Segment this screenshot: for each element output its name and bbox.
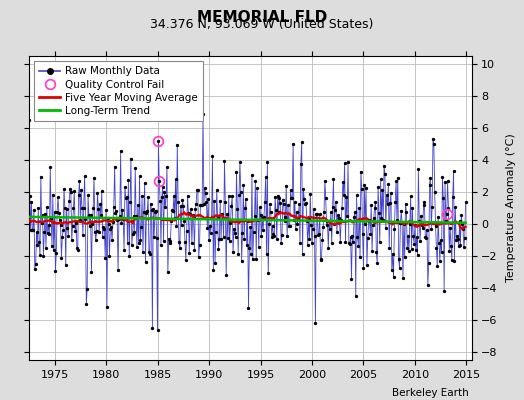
Text: 34.376 N, 93.069 W (United States): 34.376 N, 93.069 W (United States)	[150, 18, 374, 31]
Legend: Raw Monthly Data, Quality Control Fail, Five Year Moving Average, Long-Term Tren: Raw Monthly Data, Quality Control Fail, …	[34, 61, 203, 121]
Y-axis label: Temperature Anomaly (°C): Temperature Anomaly (°C)	[506, 134, 516, 282]
Text: MEMORIAL FLD: MEMORIAL FLD	[197, 10, 327, 25]
Text: Berkeley Earth: Berkeley Earth	[392, 388, 469, 398]
